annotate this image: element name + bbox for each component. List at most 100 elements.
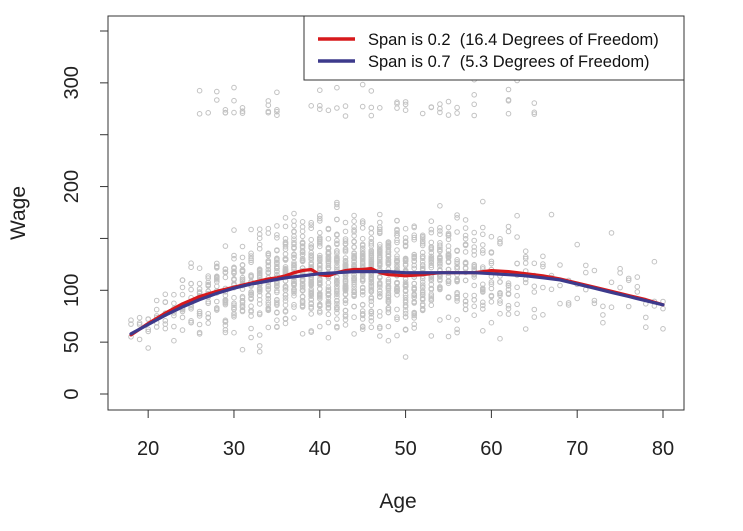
data-point bbox=[222, 300, 229, 306]
data-point bbox=[334, 254, 340, 260]
data-point bbox=[565, 302, 572, 308]
data-point bbox=[480, 287, 486, 293]
data-point bbox=[256, 285, 263, 292]
data-point bbox=[359, 218, 366, 224]
data-point bbox=[402, 99, 409, 105]
data-point bbox=[445, 112, 452, 118]
data-point bbox=[214, 283, 220, 290]
data-point bbox=[342, 322, 349, 328]
data-point bbox=[437, 255, 443, 262]
data-point bbox=[394, 237, 400, 243]
data-point bbox=[445, 251, 452, 257]
data-point bbox=[265, 307, 272, 314]
data-point bbox=[377, 246, 383, 253]
data-point bbox=[480, 224, 486, 231]
data-point bbox=[334, 306, 340, 312]
data-point bbox=[334, 240, 340, 247]
data-point bbox=[608, 230, 615, 236]
data-point bbox=[402, 287, 409, 293]
data-point bbox=[368, 314, 375, 321]
data-point bbox=[428, 229, 435, 236]
data-point bbox=[274, 112, 280, 118]
data-point bbox=[514, 212, 520, 219]
data-point bbox=[299, 302, 306, 309]
data-point bbox=[497, 310, 503, 317]
data-point bbox=[462, 298, 469, 305]
data-point bbox=[462, 225, 469, 231]
data-point bbox=[368, 243, 375, 249]
data-point bbox=[514, 260, 520, 267]
data-point bbox=[153, 297, 160, 304]
data-point bbox=[299, 240, 306, 247]
data-point bbox=[437, 247, 443, 254]
data-point bbox=[445, 230, 452, 237]
data-point bbox=[497, 279, 503, 285]
data-point bbox=[428, 255, 435, 262]
data-point bbox=[437, 101, 443, 107]
data-point bbox=[505, 223, 512, 230]
data-point bbox=[462, 292, 469, 299]
data-point bbox=[274, 247, 280, 253]
data-point bbox=[540, 263, 546, 270]
data-point bbox=[488, 233, 495, 240]
data-point bbox=[136, 321, 143, 328]
data-point bbox=[359, 291, 366, 298]
data-point bbox=[480, 299, 486, 306]
data-point bbox=[334, 316, 340, 322]
data-point bbox=[308, 291, 315, 298]
data-point bbox=[308, 288, 315, 294]
data-point bbox=[342, 103, 349, 109]
data-point bbox=[299, 300, 306, 306]
data-point bbox=[334, 201, 340, 208]
data-point bbox=[411, 258, 418, 264]
data-point bbox=[274, 232, 280, 238]
data-point bbox=[368, 309, 375, 315]
data-point bbox=[171, 312, 177, 319]
data-point bbox=[214, 307, 220, 313]
data-point bbox=[437, 228, 443, 234]
data-point bbox=[334, 84, 340, 91]
data-point bbox=[591, 297, 598, 304]
data-point bbox=[359, 284, 366, 291]
data-point bbox=[471, 248, 478, 254]
data-point bbox=[256, 241, 263, 248]
data-point bbox=[462, 259, 469, 266]
x-axis-title: Age bbox=[379, 490, 416, 513]
data-point bbox=[291, 281, 297, 288]
data-point bbox=[471, 264, 478, 270]
data-point bbox=[317, 279, 323, 285]
data-point bbox=[291, 254, 297, 261]
data-point bbox=[317, 323, 323, 330]
data-point bbox=[222, 266, 229, 273]
data-point bbox=[402, 235, 409, 241]
data-point bbox=[153, 324, 160, 330]
data-point bbox=[334, 310, 340, 316]
data-point bbox=[325, 251, 332, 257]
data-point bbox=[196, 111, 203, 117]
data-point bbox=[334, 290, 340, 296]
data-point bbox=[480, 328, 486, 334]
data-point bbox=[351, 261, 357, 268]
data-point bbox=[308, 103, 315, 109]
data-point bbox=[368, 286, 375, 292]
data-point bbox=[265, 292, 272, 298]
data-point bbox=[342, 285, 349, 292]
data-point bbox=[351, 331, 357, 337]
data-point bbox=[377, 294, 383, 300]
data-point bbox=[299, 280, 306, 287]
data-point bbox=[437, 274, 443, 280]
data-point bbox=[162, 318, 169, 324]
data-point bbox=[411, 232, 418, 238]
data-point bbox=[394, 100, 400, 107]
data-point bbox=[419, 242, 426, 249]
data-point bbox=[394, 218, 400, 224]
data-point bbox=[334, 323, 340, 330]
data-point bbox=[445, 252, 452, 259]
data-point bbox=[471, 237, 478, 244]
data-point bbox=[471, 252, 478, 258]
data-point bbox=[231, 227, 237, 233]
data-point bbox=[480, 242, 486, 248]
data-point bbox=[265, 270, 272, 276]
data-point bbox=[299, 248, 306, 254]
data-point bbox=[325, 107, 332, 114]
